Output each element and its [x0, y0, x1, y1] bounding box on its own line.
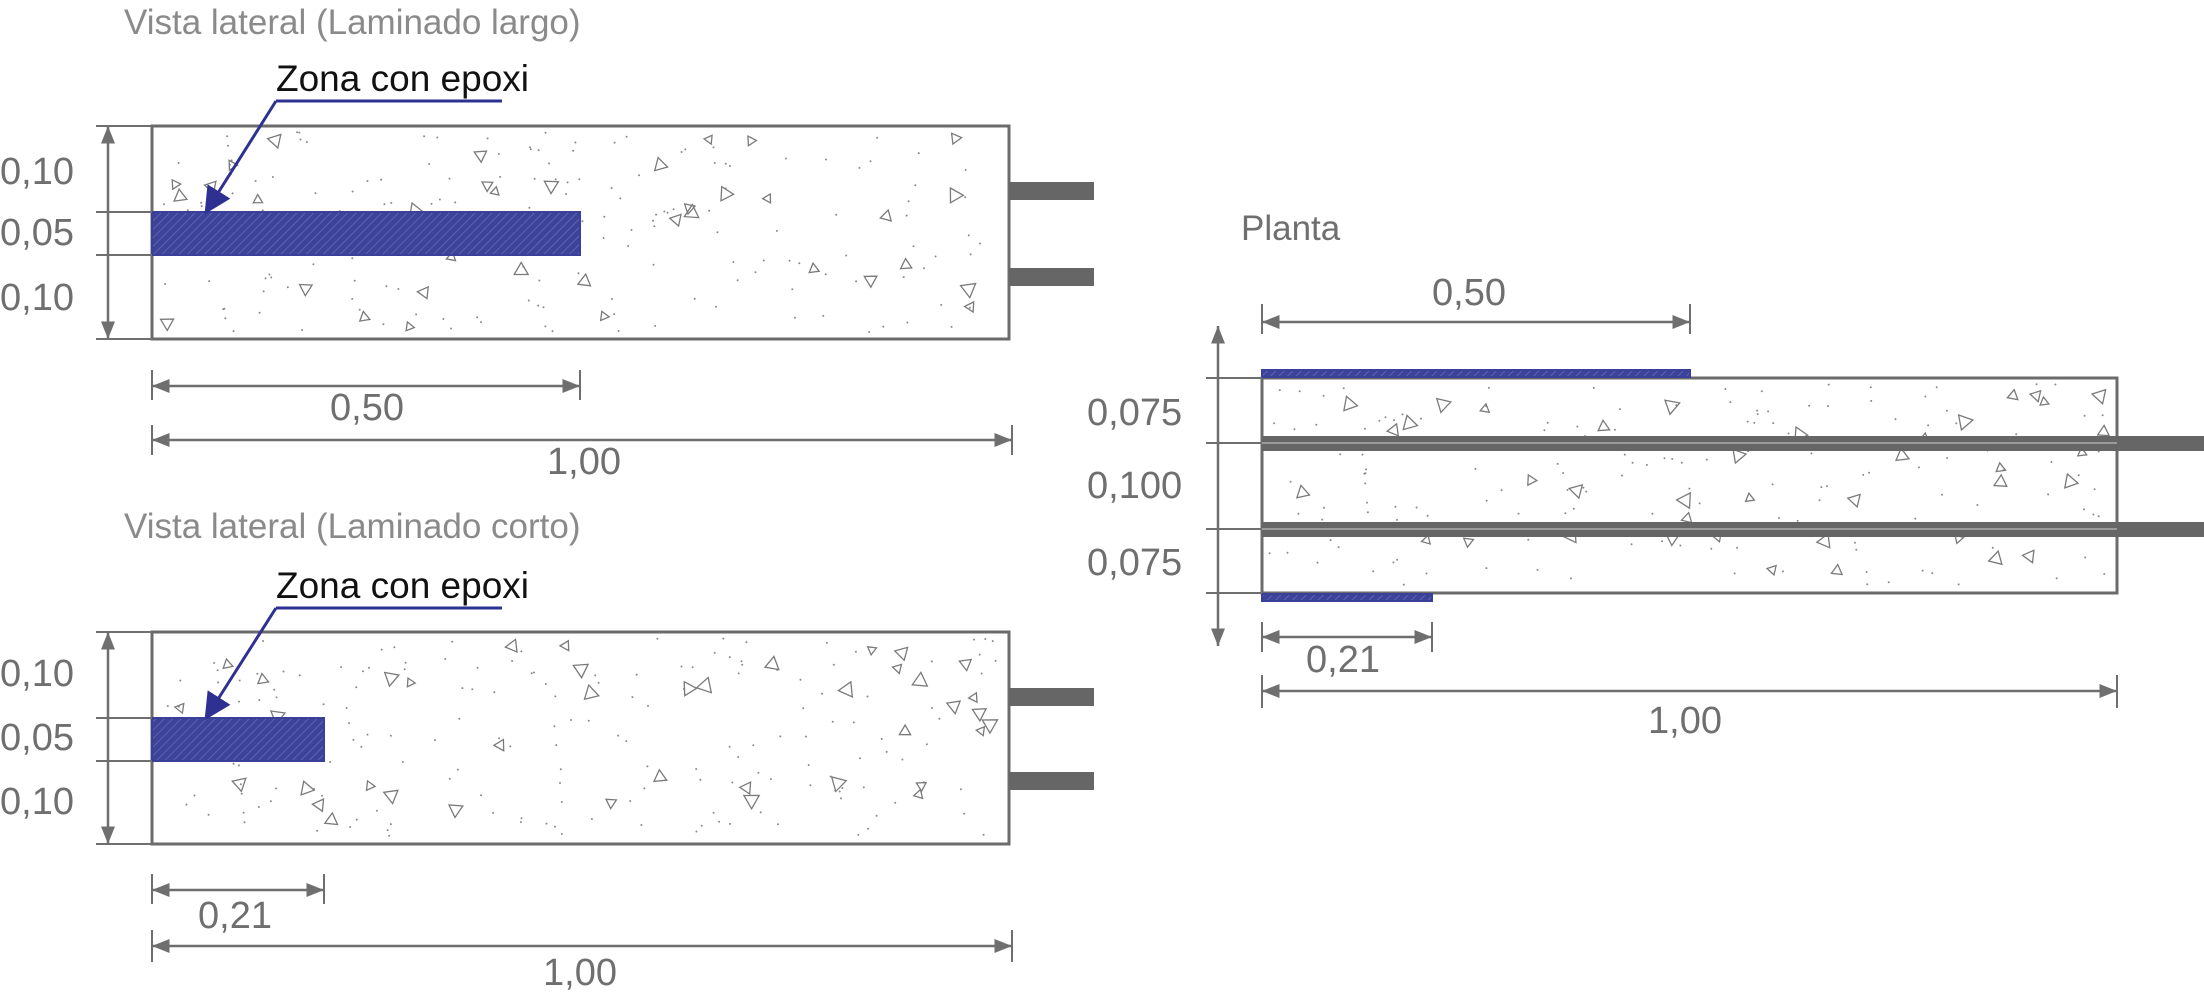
- epoxy-zone: [151, 717, 325, 762]
- dim-b-value: 0,100: [1087, 465, 1182, 507]
- side-view-short: Vista lateral (Laminado corto) Zona con …: [0, 507, 1094, 994]
- dim-mid-value: 0,05: [0, 212, 74, 254]
- dim-mid-value: 0,05: [0, 717, 74, 759]
- rebar-bottom: [1009, 772, 1094, 790]
- epoxy-callout-label: Zona con epoxi: [276, 58, 529, 99]
- laminate-long: [1261, 369, 1691, 378]
- dim-epoxy-length-value: 0,21: [198, 895, 272, 937]
- vertical-dimension: [96, 125, 152, 340]
- epoxy-length-dimension: [151, 370, 581, 400]
- vertical-dimension: [96, 631, 152, 845]
- dim-a-value: 0,075: [1087, 392, 1182, 434]
- side-view-long: Vista lateral (Laminado largo) Zona con …: [0, 3, 1094, 483]
- laminate-short-dimension: [1261, 622, 1433, 652]
- callout-arrow: [204, 607, 278, 721]
- dim-top-value: 0,10: [0, 653, 74, 695]
- concrete-slab: [1260, 376, 2119, 595]
- dim-total-value: 1,00: [1648, 700, 1722, 742]
- dim-epoxy-length-value: 0,50: [330, 387, 404, 429]
- dim-top-length-value: 0,50: [1432, 272, 1506, 314]
- total-length-dimension: [151, 930, 1013, 962]
- rebar-top: [1009, 182, 1094, 200]
- epoxy-length-dimension: [151, 874, 325, 904]
- dim-bottom-value: 0,10: [0, 781, 74, 823]
- view-title: Vista lateral (Laminado corto): [124, 507, 581, 546]
- dim-bottom-length-value: 0,21: [1306, 639, 1380, 681]
- plan-view: Planta 0,50 0,075 0,100 0,075: [1087, 209, 2204, 742]
- dim-bottom-value: 0,10: [0, 277, 74, 319]
- dim-total-value: 1,00: [543, 952, 617, 994]
- epoxy-callout-label: Zona con epoxi: [276, 565, 529, 606]
- dim-total-value: 1,00: [547, 441, 621, 483]
- laminate-long-dimension: [1261, 304, 1691, 334]
- total-length-dimension: [151, 425, 1013, 455]
- dim-c-value: 0,075: [1087, 542, 1182, 584]
- epoxy-zone: [151, 211, 581, 256]
- view-title: Vista lateral (Laminado largo): [124, 3, 581, 42]
- rebar-top: [1009, 688, 1094, 706]
- total-length-dimension: [1261, 675, 2118, 708]
- dim-top-value: 0,10: [0, 151, 74, 193]
- rebar-bottom: [1009, 268, 1094, 286]
- vertical-dimension: [1206, 326, 1262, 646]
- callout-arrow: [204, 100, 278, 215]
- view-title: Planta: [1241, 209, 1341, 248]
- laminate-short: [1261, 593, 1433, 602]
